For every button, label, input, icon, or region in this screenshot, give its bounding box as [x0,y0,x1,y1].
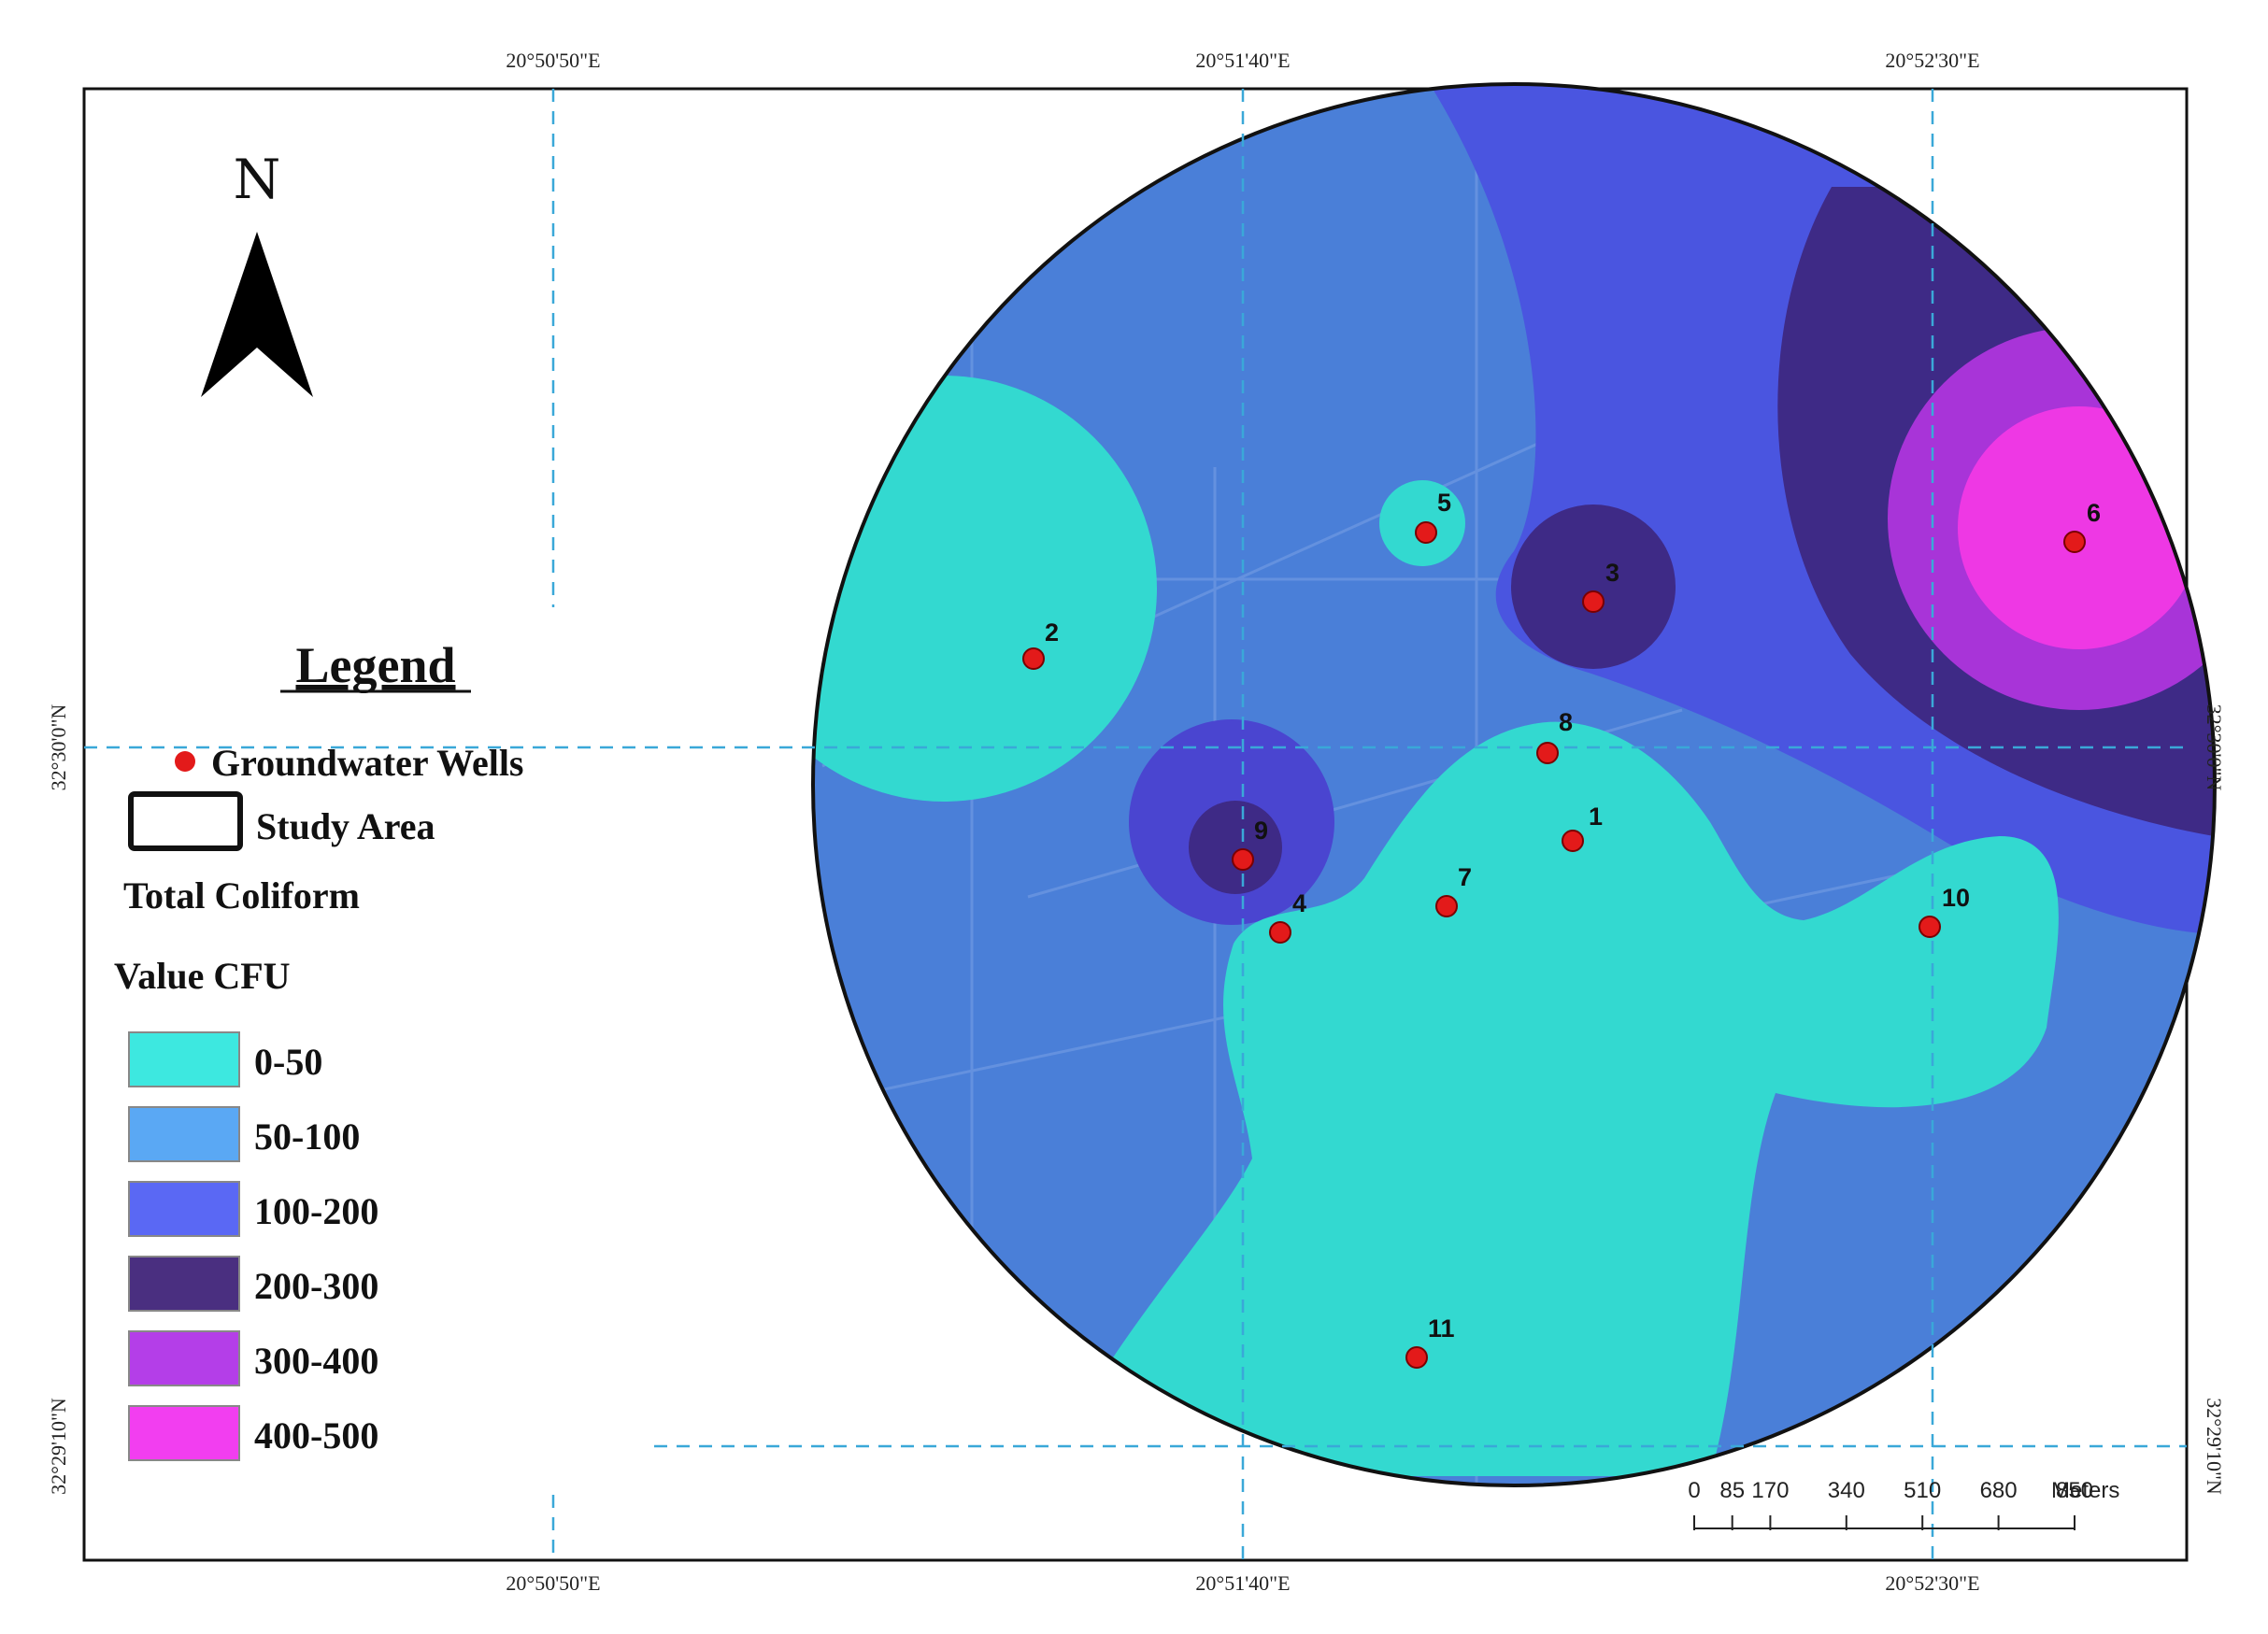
scale-unit: Meters [2051,1478,2119,1503]
legend-class-label: 200-300 [254,1265,378,1307]
legend: Legend Groundwater Wells Study Area Tota… [114,637,524,1461]
well-marker[interactable] [1269,921,1291,944]
north-arrow: N [201,148,313,397]
well-marker[interactable] [1435,895,1458,917]
scale-bar: 0 85 170 340 510 680 850 Meters [1688,1478,2119,1530]
well-label: 4 [1292,889,1306,917]
zone-200-300-well3 [1511,504,1676,669]
legend-class-swatch [128,1106,240,1162]
legend-title: Legend [295,637,455,693]
well-marker[interactable] [1022,647,1045,670]
legend-class-swatch [128,1031,240,1087]
well-label: 11 [1428,1314,1455,1343]
well-label: 5 [1437,489,1451,517]
well-8[interactable]: 8 [1536,708,1573,764]
lon-label-bottom-3: 20°52'30"E [1885,1571,1979,1595]
scale-tick-label: 510 [1904,1478,1941,1503]
well-6[interactable]: 6 [2063,499,2101,553]
legend-class-swatch [128,1405,240,1461]
well-marker[interactable] [1232,848,1254,871]
well-label: 6 [2087,499,2101,527]
legend-study-area-label: Study Area [256,805,435,847]
well-marker[interactable] [1582,590,1605,613]
legend-class-label: 0-50 [254,1041,322,1083]
north-arrow-icon [201,232,313,397]
scale-tick-label: 340 [1828,1478,1865,1503]
well-3[interactable]: 3 [1582,559,1619,613]
well-label: 7 [1458,863,1472,891]
legend-parameter-label: Total Coliform [123,874,360,916]
legend-class-label: 300-400 [254,1340,378,1382]
well-label: 3 [1605,559,1619,587]
legend-class-label: 50-100 [254,1115,360,1158]
north-label: N [234,148,281,211]
legend-class-swatch [128,1330,240,1386]
zone-0-50-central [1047,721,2059,1476]
zone-200-300-well9 [1189,801,1282,894]
well-4[interactable]: 4 [1269,889,1306,944]
legend-class-label: 100-200 [254,1190,378,1232]
wells-layer: 1 2 3 4 5 6 7 8 9 10 11 [1022,489,2101,1369]
well-label: 2 [1045,618,1059,646]
lat-label-right-1: 32°30'0"N [2203,704,2226,791]
graticule [84,89,2187,1560]
legend-class-swatch [128,1256,240,1312]
scale-tick-label: 170 [1751,1478,1789,1503]
study-area-outline [811,82,2217,1487]
legend-unit-label: Value CFU [114,955,291,997]
well-marker[interactable] [1536,742,1559,764]
well-1[interactable]: 1 [1562,803,1603,852]
well-10[interactable]: 10 [1919,884,1970,938]
lat-label-left-2: 32°29'10"N [47,1398,70,1495]
well-5[interactable]: 5 [1415,489,1451,544]
scale-tick-label: 0 [1688,1478,1700,1503]
legend-wells-label: Groundwater Wells [211,742,524,784]
well-label: 9 [1254,817,1268,845]
lon-label-bottom-2: 20°51'40"E [1195,1571,1290,1595]
legend-study-area-icon [128,791,243,851]
legend-well-icon [175,751,195,772]
well-9[interactable]: 9 [1232,817,1268,871]
lon-label-top-2: 20°51'40"E [1195,49,1290,72]
well-label: 1 [1589,803,1603,831]
well-7[interactable]: 7 [1435,863,1472,917]
well-marker[interactable] [1562,830,1584,852]
scale-tick-label: 850 [2056,1478,2093,1503]
scale-tick-label: 680 [1980,1478,2018,1503]
legend-classes: 0-50 50-100 100-200 200-300 300-400 400-500 [128,1031,378,1461]
well-label: 10 [1942,884,1970,912]
well-marker[interactable] [2063,531,2086,553]
lat-label-left-1: 32°30'0"N [47,704,70,791]
scale-tick-label: 85 [1719,1478,1745,1503]
well-11[interactable]: 11 [1405,1314,1455,1369]
well-marker[interactable] [1919,916,1941,938]
lat-label-right-2: 32°29'10"N [2203,1398,2226,1495]
scale-ticks: 0 85 170 340 510 680 850 [1688,1478,2093,1530]
lon-label-top-1: 20°50'50"E [506,49,600,72]
well-marker[interactable] [1405,1346,1428,1369]
lon-label-top-3: 20°52'30"E [1885,49,1979,72]
well-label: 8 [1559,708,1573,736]
well-2[interactable]: 2 [1022,618,1059,670]
lon-label-bottom-1: 20°50'50"E [506,1571,600,1595]
legend-class-label: 400-500 [254,1414,378,1456]
well-marker[interactable] [1415,521,1437,544]
legend-class-swatch [128,1181,240,1237]
